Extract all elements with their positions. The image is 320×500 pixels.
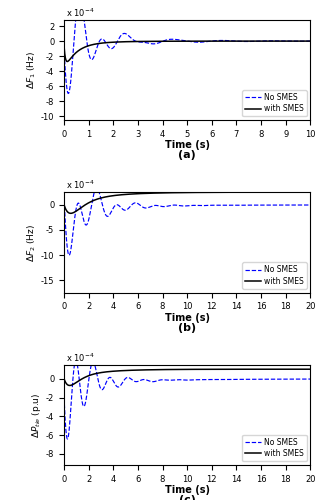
Text: x 10$^{-4}$: x 10$^{-4}$ [67,179,95,192]
with SMES [167,190,171,196]
Line: No SMES: No SMES [64,0,310,94]
with SMES [277,38,281,44]
No SMES [277,376,281,382]
with SMES [277,366,281,372]
X-axis label: Time (s): Time (s) [165,485,210,495]
No SMES [67,90,70,96]
Y-axis label: $\Delta F_1$ (Hz): $\Delta F_1$ (Hz) [26,51,38,89]
No SMES [105,378,109,384]
No SMES [304,376,308,382]
with SMES [68,382,72,388]
with SMES [105,194,109,200]
with SMES [157,190,161,196]
with SMES [304,366,308,372]
No SMES [66,436,69,442]
Legend: No SMES, with SMES: No SMES, with SMES [242,90,307,117]
Line: with SMES: with SMES [64,369,310,386]
No SMES [157,203,161,209]
No SMES [90,56,94,62]
No SMES [67,252,71,258]
No SMES [62,202,66,208]
Legend: No SMES, with SMES: No SMES, with SMES [242,262,307,289]
No SMES [304,38,308,44]
with SMES [90,198,94,204]
No SMES [105,42,109,48]
Line: with SMES: with SMES [64,192,310,214]
Text: x 10$^{-4}$: x 10$^{-4}$ [67,6,95,19]
No SMES [74,358,78,364]
with SMES [65,58,69,64]
with SMES [167,38,171,44]
with SMES [157,38,161,44]
No SMES [157,40,161,46]
No SMES [105,213,109,219]
with SMES [105,40,109,46]
with SMES [90,42,94,48]
Line: No SMES: No SMES [64,188,310,256]
No SMES [308,38,312,44]
X-axis label: Time (s): Time (s) [165,140,210,150]
with SMES [62,38,66,44]
No SMES [308,202,312,208]
X-axis label: Time (s): Time (s) [165,312,210,322]
with SMES [157,366,161,372]
No SMES [157,378,161,384]
No SMES [167,377,171,383]
with SMES [105,369,109,375]
No SMES [167,203,171,209]
Y-axis label: $\Delta P_{tie}$ (p.u): $\Delta P_{tie}$ (p.u) [30,392,43,438]
Legend: No SMES, with SMES: No SMES, with SMES [242,435,307,461]
Text: x 10$^{-4}$: x 10$^{-4}$ [67,352,95,364]
Line: with SMES: with SMES [64,41,310,62]
No SMES [304,202,308,208]
Y-axis label: $\Delta F_2$ (Hz): $\Delta F_2$ (Hz) [26,224,38,262]
Line: No SMES: No SMES [64,360,310,439]
No SMES [277,38,281,44]
with SMES [69,210,73,216]
with SMES [308,38,312,44]
with SMES [62,376,66,382]
No SMES [167,36,171,43]
Text: (a): (a) [178,150,196,160]
with SMES [62,202,66,208]
No SMES [90,360,94,366]
with SMES [304,38,308,44]
No SMES [308,376,312,382]
with SMES [308,189,312,195]
with SMES [277,189,281,195]
No SMES [95,185,99,191]
Text: (c): (c) [179,495,196,500]
No SMES [62,38,66,44]
with SMES [90,372,94,378]
Text: (b): (b) [178,322,196,332]
No SMES [62,376,66,382]
with SMES [304,189,308,195]
No SMES [90,198,94,204]
No SMES [277,202,281,208]
with SMES [167,366,171,372]
with SMES [308,366,312,372]
